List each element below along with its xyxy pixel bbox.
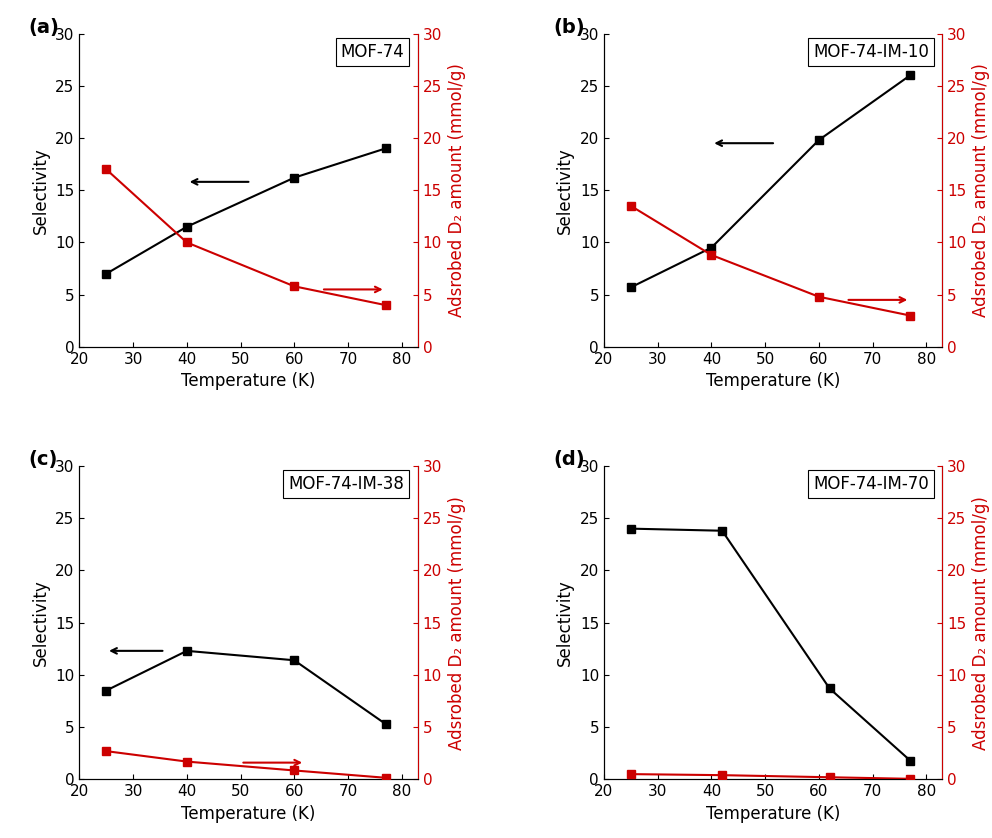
Text: (d): (d) (554, 450, 585, 469)
Text: (a): (a) (29, 18, 60, 37)
Y-axis label: Selectivity: Selectivity (32, 579, 50, 666)
X-axis label: Temperature (K): Temperature (K) (182, 804, 315, 823)
Y-axis label: Adsrobed D₂ amount (mmol/g): Adsrobed D₂ amount (mmol/g) (972, 496, 990, 750)
Text: MOF-74: MOF-74 (340, 43, 405, 61)
Y-axis label: Adsrobed D₂ amount (mmol/g): Adsrobed D₂ amount (mmol/g) (447, 63, 465, 317)
X-axis label: Temperature (K): Temperature (K) (706, 804, 840, 823)
Y-axis label: Adsrobed D₂ amount (mmol/g): Adsrobed D₂ amount (mmol/g) (447, 496, 465, 750)
Text: MOF-74-IM-10: MOF-74-IM-10 (813, 43, 929, 61)
Text: MOF-74-IM-38: MOF-74-IM-38 (289, 475, 405, 494)
Y-axis label: Adsrobed D₂ amount (mmol/g): Adsrobed D₂ amount (mmol/g) (972, 63, 990, 317)
Text: (b): (b) (554, 18, 585, 37)
Y-axis label: Selectivity: Selectivity (557, 147, 574, 234)
X-axis label: Temperature (K): Temperature (K) (706, 372, 840, 391)
X-axis label: Temperature (K): Temperature (K) (182, 372, 315, 391)
Y-axis label: Selectivity: Selectivity (32, 147, 50, 234)
Y-axis label: Selectivity: Selectivity (557, 579, 574, 666)
Text: (c): (c) (29, 450, 58, 469)
Text: MOF-74-IM-70: MOF-74-IM-70 (813, 475, 929, 494)
